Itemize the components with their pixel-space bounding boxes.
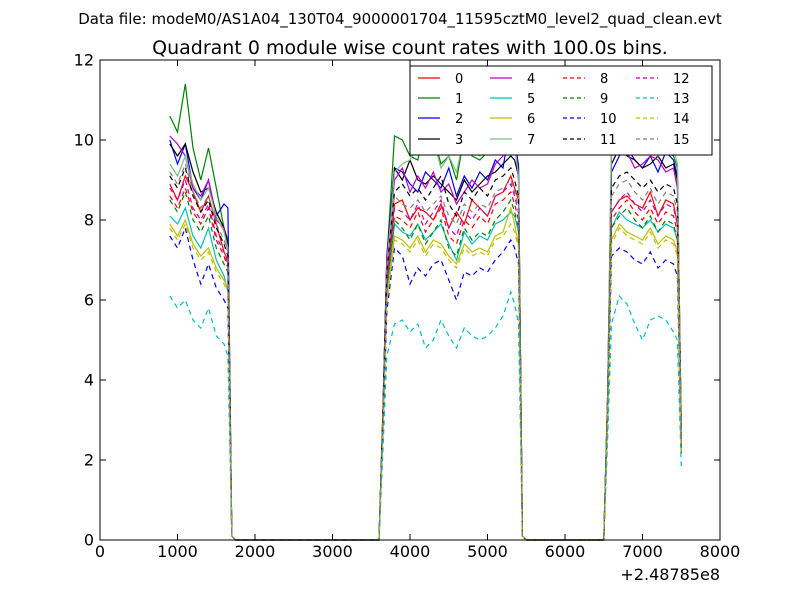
y-tick-label: 12 xyxy=(74,51,94,70)
chart-suptitle: Data file: modeM0/AS1A04_130T04_90000017… xyxy=(78,10,722,29)
y-tick-label: 0 xyxy=(84,531,94,550)
legend-label-10: 10 xyxy=(600,112,617,127)
legend-label-13: 13 xyxy=(673,92,690,107)
legend-label-5: 5 xyxy=(527,92,535,107)
legend-label-0: 0 xyxy=(455,72,463,87)
x-tick-label: 0 xyxy=(95,542,105,561)
legend-label-1: 1 xyxy=(455,92,463,107)
series-line-9 xyxy=(169,190,682,541)
chart-title: Quadrant 0 module wise count rates with … xyxy=(152,37,668,59)
x-tick-label: 1000 xyxy=(157,542,198,561)
x-tick-label: 6000 xyxy=(545,542,586,561)
legend-label-6: 6 xyxy=(527,112,535,127)
x-offset-label: +2.48785e8 xyxy=(620,565,720,584)
legend-label-2: 2 xyxy=(455,112,463,127)
legend-label-7: 7 xyxy=(527,133,535,148)
legend-label-12: 12 xyxy=(673,72,690,87)
y-tick-label: 2 xyxy=(84,451,94,470)
series-line-0 xyxy=(169,174,682,541)
legend-label-9: 9 xyxy=(600,92,608,107)
series-line-3 xyxy=(169,142,682,541)
legend-label-11: 11 xyxy=(600,133,617,148)
series-layer xyxy=(169,79,682,541)
legend-label-3: 3 xyxy=(455,133,463,148)
series-line-13 xyxy=(169,290,682,541)
y-tick-label: 10 xyxy=(74,131,94,150)
ticks-layer: 0 1000 2000 3000 4000 5000 6000 7000 80000246810… xyxy=(74,51,741,562)
x-tick-label: 3000 xyxy=(312,542,353,561)
x-tick-label: 5000 xyxy=(467,542,508,561)
legend-label-4: 4 xyxy=(527,72,535,87)
legend-box xyxy=(409,65,713,156)
legend-label-15: 15 xyxy=(673,133,690,148)
y-tick-label: 6 xyxy=(84,291,94,310)
legend-label-14: 14 xyxy=(673,112,690,127)
series-line-15 xyxy=(169,162,682,541)
legend-label-8: 8 xyxy=(600,72,608,87)
y-tick-label: 8 xyxy=(84,211,94,230)
x-tick-label: 2000 xyxy=(235,542,276,561)
series-line-11 xyxy=(169,166,682,541)
series-line-2 xyxy=(169,119,682,541)
series-line-12 xyxy=(169,178,682,541)
x-tick-label: 7000 xyxy=(622,542,663,561)
y-tick-label: 4 xyxy=(84,371,94,390)
x-tick-label: 8000 xyxy=(700,542,741,561)
series-line-6 xyxy=(169,205,682,541)
x-tick-label: 4000 xyxy=(390,542,431,561)
